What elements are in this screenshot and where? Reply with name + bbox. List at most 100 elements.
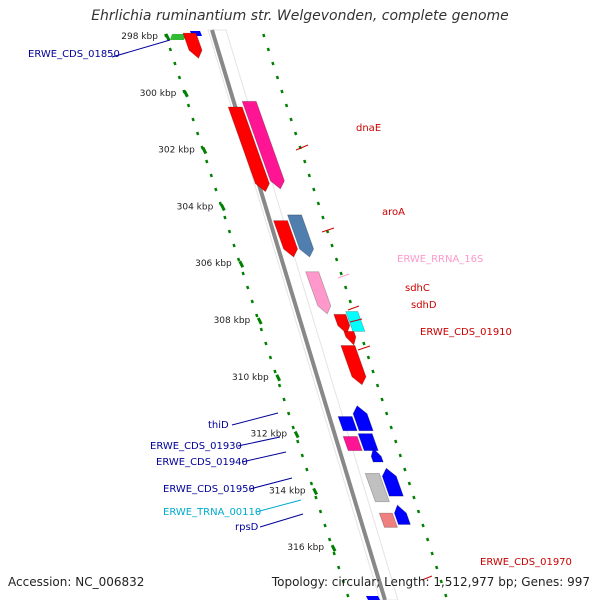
genome-summary: Topology: circular; Length: 1,512,977 bp… [271,575,590,589]
right-scale-dot [262,33,266,38]
leader-line [421,575,433,581]
right-scale-dot [362,341,366,346]
feature-label-aroA: aroA [382,207,405,218]
left-scale-dot [209,173,213,178]
right-scale-dot [444,593,448,598]
scale-label: 298 kbp [121,32,158,42]
feature-label-sdhC: sdhC [405,283,430,294]
leader-line [241,451,287,463]
leader-line [237,436,281,447]
gene-bottom-blue [366,596,380,600]
right-scale-dot [312,187,316,192]
feature-label-ERWE_CDS_01850: ERWE_CDS_01850 [28,49,120,60]
left-scale-dot [282,397,286,402]
left-scale-dot [259,327,264,332]
major-tick [183,90,189,98]
feature-label-sdhD: sdhD [411,300,437,311]
left-scale-dot [268,355,273,360]
gene-small-blue-313 [370,447,384,463]
accession-label: Accession: NC_006832 [8,575,145,589]
major-tick [238,260,245,268]
leader-line [249,477,293,490]
gene-layer [170,31,411,600]
left-scale-dot [205,159,209,164]
right-scale-dot [366,355,371,360]
right-scale-dot [430,551,434,556]
left-scale-dot [341,579,345,584]
left-scale-dot [195,131,200,136]
leader-line [337,273,350,279]
right-scale-dot [330,243,334,248]
left-scale-dot [327,537,332,542]
gene-aroA [272,220,299,258]
right-scale-dot [439,579,443,584]
scale-label: 306 kbp [195,259,232,269]
major-tick [201,146,208,155]
leader-line [357,345,371,351]
right-scale-dot [412,495,416,500]
major-tick [219,203,226,212]
right-scale-dot [384,411,389,416]
left-scale-dot [346,593,350,598]
left-scale-dot [173,61,177,66]
gene-top-red [182,32,203,59]
right-scale-dot [394,439,398,444]
feature-label-ERWE_CDS_01940: ERWE_CDS_01940 [156,457,248,468]
gene-ERWE_RRNA_16S [305,271,332,315]
map-title: Ehrlichia ruminantium str. Welgevonden, … [91,8,509,24]
right-scale-dot [303,159,307,164]
gene-dnaE [227,106,270,193]
feature-label-dnaE: dnaE [356,123,381,134]
left-scale-dot [227,229,232,234]
leader-line [255,499,302,513]
left-scale-dot [236,257,241,262]
scale-label: 316 kbp [287,543,324,553]
left-scale-dot [255,313,259,318]
left-scale-dot [277,383,282,388]
left-scale-dot [246,285,250,290]
left-scale-dot [296,439,300,444]
left-scale-dot [337,565,341,570]
feature-label-ERWE_CDS_01910: ERWE_CDS_01910 [420,327,512,338]
left-scale-dot [300,453,304,458]
left-scale-dot [314,495,318,500]
right-scale-dot [344,285,348,290]
major-tick [275,374,282,382]
left-scale-dot [177,75,182,80]
left-scale-dot [223,215,227,220]
left-scale-dot [191,117,195,122]
gene-sdhC [333,313,351,335]
right-scale-dot [339,271,343,276]
gene-thiD [337,416,358,432]
feature-label-ERWE_CDS_01950: ERWE_CDS_01950 [163,484,255,495]
major-tick [164,33,171,41]
major-tick [312,487,318,496]
left-scale-dot [218,201,223,206]
leader-layer [111,39,433,581]
right-scale-dot [284,103,289,108]
left-scale-dot [273,369,277,374]
left-scale-dot [241,271,245,276]
left-scale-dot [291,425,295,430]
gene-ERWE_TRNA_00110 [378,512,398,528]
gene-blue-312 [352,405,374,432]
leader-line [321,227,335,233]
major-tick [293,430,300,439]
right-scale-dot [271,61,275,66]
left-scale-dot [309,481,314,486]
right-scale-dot [307,173,311,178]
right-scale-dot [435,565,439,570]
right-scale-dot [371,369,375,374]
leader-line [349,318,363,323]
left-scale-dot [186,103,191,108]
right-scale-dot [407,481,412,486]
major-tick [330,544,337,552]
grid-layer [164,33,448,598]
scale-label: 300 kbp [140,89,177,99]
gene-ERWE_CDS_01950 [364,472,390,503]
leader-line [259,513,304,528]
scale-label: 310 kbp [232,373,269,383]
feature-label-ERWE_CDS_01970: ERWE_CDS_01970 [480,557,572,568]
gene-ERWE_CDS_01850 [170,34,186,40]
